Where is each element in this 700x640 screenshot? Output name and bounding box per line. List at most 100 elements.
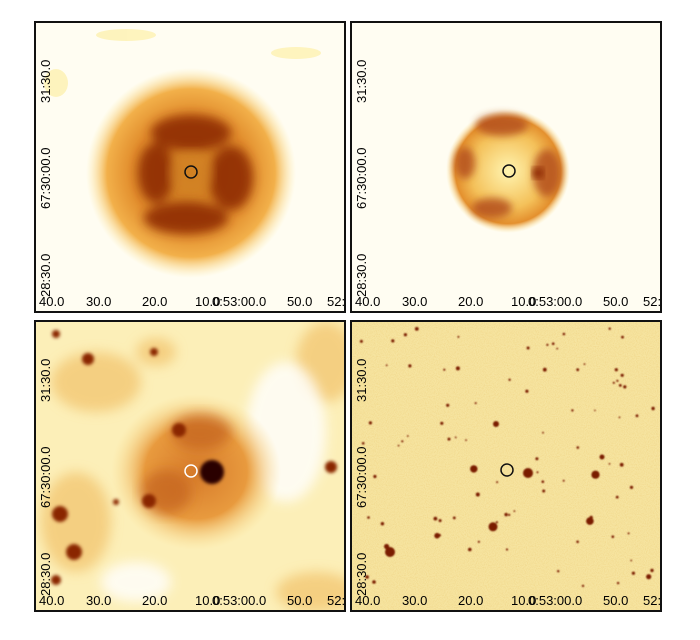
ra-label: 52:4 [327, 593, 346, 608]
dec-label: 67:30:00.0 [38, 446, 53, 508]
ra-axis-labels: 40.0 30.0 20.0 10.0 0:53:00.0 50.0 52:4 [36, 293, 344, 309]
field-star [542, 431, 544, 434]
ra-label: 30.0 [402, 294, 428, 309]
ra-label: 0:53:00.0 [528, 294, 583, 309]
field-star [546, 343, 549, 346]
field-star [513, 510, 516, 512]
source-marker-circle [184, 165, 198, 179]
field-star [615, 495, 619, 499]
ra-label: 0:53:00.0 [212, 593, 267, 608]
ra-label: 40.0 [355, 294, 381, 309]
field-star [373, 474, 377, 479]
field-star [365, 575, 369, 579]
dec-label: 31:30.0 [354, 358, 369, 402]
field-star [583, 363, 586, 365]
dec-label: 28:30.0 [354, 253, 369, 297]
field-star [562, 332, 566, 336]
sky-image-bottom-left [36, 322, 344, 610]
field-star [475, 492, 480, 497]
field-star [496, 481, 499, 484]
ra-label: 40.0 [39, 294, 65, 309]
ra-label: 30.0 [86, 593, 112, 608]
field-star [616, 379, 619, 382]
field-star [646, 574, 652, 580]
field-star [447, 437, 451, 441]
field-star [385, 364, 388, 367]
field-star [591, 470, 600, 479]
field-star [621, 335, 624, 339]
field-star [576, 540, 579, 544]
field-star [488, 522, 498, 532]
ra-label: 50.0 [287, 294, 313, 309]
ra-label: 10.0 [511, 593, 537, 608]
point-sources [51, 330, 337, 585]
field-star [465, 439, 467, 441]
dec-label: 31:30.0 [354, 59, 369, 103]
field-star [403, 333, 407, 337]
field-star [594, 409, 596, 412]
ra-label: 50.0 [603, 294, 629, 309]
field-star [372, 580, 376, 584]
ra-label: 20.0 [458, 593, 484, 608]
image-panel-bottom-right: 31:30.0 67:30:00.0 28:30.0 40.0 30.0 20.… [350, 320, 662, 612]
field-star [635, 414, 639, 418]
field-star [474, 402, 477, 405]
image-panel-bottom-left: 31:30.0 67:30:00.0 28:30.0 40.0 30.0 20.… [34, 320, 346, 612]
ra-label: 20.0 [142, 294, 168, 309]
field-star [608, 463, 611, 465]
field-star [616, 581, 620, 585]
field-star [361, 442, 365, 445]
field-star [557, 570, 560, 573]
dec-label: 31:30.0 [38, 358, 53, 402]
field-star [618, 384, 622, 387]
field-star [581, 584, 585, 588]
field-star [525, 389, 529, 393]
field-star [508, 513, 511, 516]
field-star [562, 479, 565, 482]
field-star [536, 471, 539, 474]
source-marker-circle [502, 164, 516, 178]
dec-axis-labels: 31:30.0 67:30:00.0 28:30.0 [38, 23, 54, 311]
field-star [505, 548, 509, 551]
dec-label: 31:30.0 [38, 59, 53, 103]
dec-label: 28:30.0 [354, 552, 369, 596]
field-star [623, 385, 627, 389]
field-star [619, 462, 624, 467]
ra-label: 50.0 [287, 593, 313, 608]
field-star [391, 339, 395, 343]
field-star [408, 364, 412, 368]
ra-label: 40.0 [355, 593, 381, 608]
ra-label: 52:4 [643, 593, 662, 608]
image-panel-top-left: 31:30.0 67:30:00.0 28:30.0 40.0 30.0 20.… [34, 21, 346, 313]
ra-label: 52:4 [643, 294, 662, 309]
ra-label: 10.0 [511, 294, 537, 309]
ra-label: 10.0 [195, 294, 221, 309]
field-star [556, 347, 559, 350]
field-star [385, 547, 395, 557]
field-star [542, 489, 546, 493]
dec-label: 28:30.0 [38, 253, 53, 297]
field-star [380, 522, 385, 526]
field-star [523, 468, 533, 478]
field-star [438, 519, 442, 523]
field-star [571, 409, 574, 412]
field-star [455, 366, 460, 371]
field-star [454, 436, 457, 439]
field-star [433, 516, 438, 521]
ra-label: 10.0 [195, 593, 221, 608]
ra-label: 20.0 [142, 593, 168, 608]
field-star [650, 568, 654, 573]
dec-axis-labels: 31:30.0 67:30:00.0 28:30.0 [38, 322, 54, 610]
field-star [618, 416, 621, 419]
field-star [627, 532, 630, 535]
field-star [612, 381, 615, 384]
field-star [541, 480, 545, 483]
field-star [589, 515, 593, 519]
field-star [651, 406, 655, 411]
sky-image-top-right [352, 23, 660, 311]
field-star [470, 465, 478, 473]
ra-label: 52:4 [327, 294, 346, 309]
field-star [576, 446, 580, 449]
dec-axis-labels: 31:30.0 67:30:00.0 28:30.0 [354, 322, 370, 610]
field-star [495, 521, 498, 524]
